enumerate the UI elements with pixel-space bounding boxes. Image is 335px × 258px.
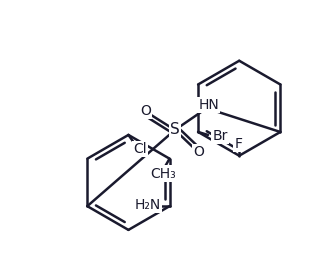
Text: S: S [170,123,180,138]
Text: Br: Br [212,129,227,143]
Text: O: O [193,145,204,159]
Text: HN: HN [198,98,219,112]
Text: H₂N: H₂N [135,198,161,212]
Text: Cl: Cl [133,142,147,156]
Text: F: F [234,137,242,151]
Text: CH₃: CH₃ [151,166,177,181]
Text: O: O [140,104,151,118]
